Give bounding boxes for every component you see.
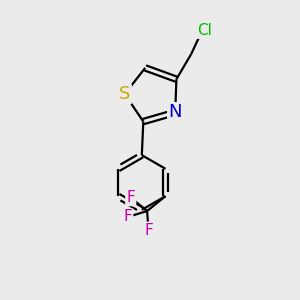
- Text: F: F: [126, 190, 135, 205]
- Text: F: F: [123, 209, 132, 224]
- Text: Cl: Cl: [197, 23, 212, 38]
- Text: F: F: [144, 223, 153, 238]
- Text: N: N: [169, 103, 182, 122]
- Text: S: S: [119, 85, 130, 103]
